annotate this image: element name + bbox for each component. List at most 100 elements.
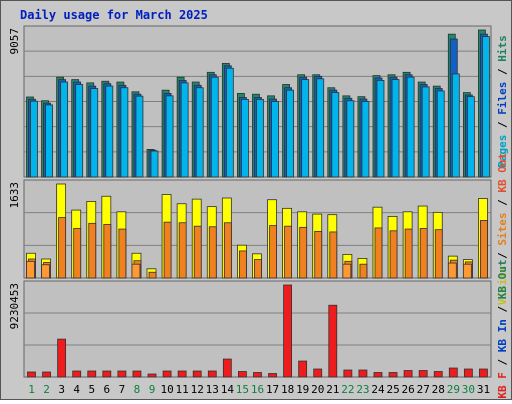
bar-pages-day-1 — [30, 100, 38, 178]
x-tick-label: 10 — [160, 383, 173, 396]
bar-sites-day-6 — [103, 224, 112, 279]
x-tick-label: 26 — [402, 383, 415, 396]
x-tick-label: 31 — [477, 383, 490, 396]
x-tick-label: 16 — [251, 383, 264, 396]
bar-pages-day-19 — [301, 79, 310, 178]
x-tick-label: 18 — [281, 383, 294, 396]
bar-kb-f-day-22 — [343, 369, 353, 378]
bar-sites-day-13 — [208, 226, 217, 279]
legend-entry: Sites — [496, 212, 509, 245]
x-tick-label: 21 — [326, 383, 339, 396]
x-tick-label: 28 — [432, 383, 445, 396]
bar-kb-f-day-29 — [448, 367, 458, 378]
x-tick-label: 25 — [386, 383, 399, 396]
x-tick-label: 1 — [28, 383, 35, 396]
bar-sites-day-26 — [404, 228, 413, 279]
bar-sites-day-20 — [314, 230, 323, 279]
x-tick-label: 27 — [417, 383, 430, 396]
legend-entry: KB In — [496, 319, 509, 352]
bar-sites-day-12 — [193, 225, 202, 279]
bar-pages-day-23 — [361, 101, 370, 178]
bar-sites-day-24 — [374, 227, 383, 279]
bar-sites-day-25 — [389, 230, 398, 279]
x-tick-label: 30 — [462, 383, 475, 396]
bar-pages-day-6 — [105, 85, 114, 178]
x-tick-label: 9 — [149, 383, 156, 396]
bar-sites-day-14 — [223, 222, 232, 279]
bar-pages-day-4 — [75, 84, 84, 178]
panel-requests: 9057 Pages / Files / Hits — [8, 25, 509, 178]
x-tick-label: 20 — [311, 383, 324, 396]
bar-kb-f-day-31 — [479, 368, 488, 378]
bar-pages-day-24 — [376, 80, 385, 178]
bar-pages-day-27 — [421, 86, 430, 178]
bar-kb-out-day-1 — [26, 260, 35, 279]
x-tick-label: 15 — [236, 383, 249, 396]
bar-sites-day-4 — [73, 228, 82, 279]
bar-kb-f-day-3 — [57, 338, 67, 378]
bar-pages-day-21 — [331, 92, 340, 178]
x-tick-label: 24 — [371, 383, 385, 396]
bar-sites-day-9 — [148, 271, 157, 279]
bar-kb-f-day-1 — [27, 371, 36, 378]
bar-pages-day-7 — [120, 87, 129, 178]
bar-kb-f-day-24 — [373, 372, 383, 378]
bar-pages-day-10 — [165, 95, 174, 178]
bar-pages-day-13 — [210, 76, 219, 178]
x-tick-label: 13 — [206, 383, 219, 396]
panel-frame — [23, 280, 492, 378]
bar-pages-day-18 — [286, 89, 294, 178]
bar-kb-f-day-17 — [268, 373, 277, 378]
x-tick-label: 19 — [296, 383, 309, 396]
bar-kb-f-day-15 — [238, 371, 247, 378]
bar-kb-f-day-30 — [463, 368, 473, 378]
bar-pages-day-25 — [391, 79, 400, 178]
bar-pages-day-16 — [256, 99, 264, 178]
bar-kb-f-day-19 — [298, 360, 308, 378]
legend-entry: Pages — [496, 135, 509, 168]
legend-requests: Pages / Files / Hits — [496, 35, 509, 168]
bar-kb-out-day-30 — [462, 263, 472, 279]
bar-sites-day-27 — [419, 228, 428, 279]
bar-kb-f-day-16 — [253, 372, 262, 378]
bar-sites-day-11 — [178, 222, 187, 279]
bar-kb-f-day-23 — [358, 369, 368, 378]
x-tick-label: 12 — [191, 383, 204, 396]
x-tick-label: 11 — [176, 383, 189, 396]
bar-sites-day-16 — [254, 259, 262, 279]
bar-kb-f-day-20 — [313, 368, 323, 378]
bar-sites-day-7 — [118, 228, 127, 279]
bar-kb-f-day-25 — [388, 372, 398, 378]
legend-kbytes: KB F / KB In / KB Out — [496, 259, 509, 398]
bar-sites-day-28 — [434, 229, 443, 279]
bar-pages-day-5 — [90, 88, 99, 178]
bar-kb-out-day-29 — [447, 262, 457, 279]
bar-kb-f-day-8 — [132, 370, 142, 378]
bar-sites-day-18 — [284, 225, 292, 279]
bar-pages-day-9 — [150, 150, 159, 178]
bar-pages-day-12 — [195, 87, 204, 178]
x-tick-label: 23 — [356, 383, 369, 396]
bar-kb-f-day-2 — [42, 371, 51, 378]
bar-pages-day-3 — [60, 81, 69, 178]
bar-kb-out-day-22 — [342, 263, 352, 279]
chart-panels: 9057 Pages / Files / Hits 1633 Visits / Sit… — [8, 25, 509, 399]
bar-kb-f-day-9 — [147, 373, 157, 378]
legend-entry: / — [496, 352, 509, 372]
bar-kb-f-day-4 — [72, 370, 82, 378]
bar-kb-out-day-8 — [131, 263, 141, 279]
legend-entry: KB F — [496, 372, 509, 399]
bar-sites-day-5 — [88, 222, 97, 279]
bar-pages-day-14 — [225, 67, 234, 178]
x-tick-label: 7 — [119, 383, 126, 396]
x-tick-label: 8 — [134, 383, 141, 396]
bar-kb-f-day-5 — [87, 370, 97, 378]
bar-pages-day-20 — [316, 78, 325, 178]
bar-pages-day-22 — [346, 100, 355, 178]
bar-pages-day-31 — [482, 36, 490, 178]
legend-volume: Visits / Sites / KB Out — [496, 153, 509, 305]
legend-entry: KB Out — [496, 259, 509, 299]
bar-kb-f-day-6 — [102, 370, 112, 378]
panel-volume: 1633 Visits / Sites / KB Out — [8, 153, 509, 305]
